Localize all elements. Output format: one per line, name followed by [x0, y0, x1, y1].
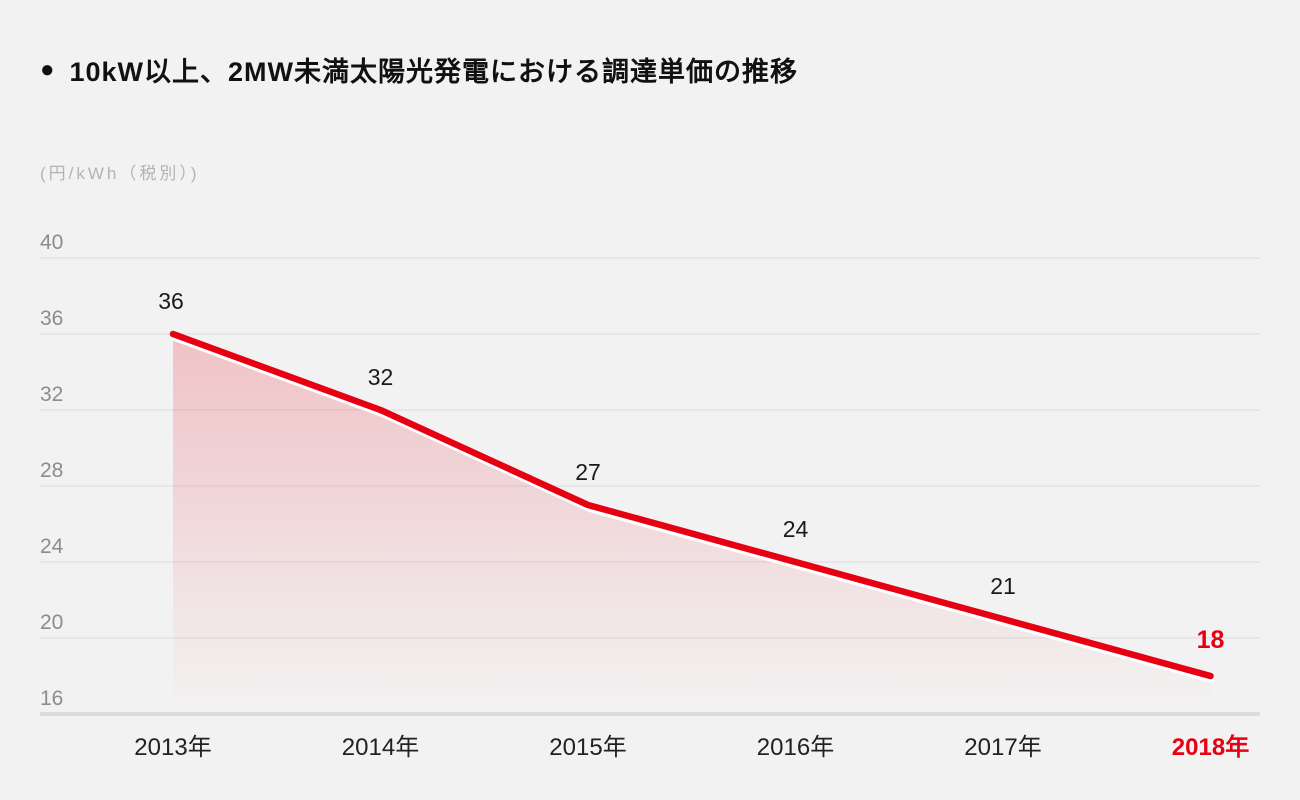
y-axis-tick-label: 36 [40, 307, 64, 330]
y-axis-tick-label: 28 [40, 459, 64, 482]
x-axis-tick-label: 2013年 [134, 734, 212, 761]
bullet-icon: ● [40, 55, 56, 83]
data-point-label: 36 [158, 288, 184, 314]
y-axis-tick-label: 20 [40, 611, 64, 634]
series-line-underlay [172, 336, 1215, 683]
data-point-label: 32 [367, 364, 394, 390]
y-axis-tick-label: 32 [40, 383, 64, 406]
data-point-label: 27 [575, 459, 601, 485]
series-area-fill [173, 334, 1211, 714]
y-axis-tick-label: 24 [40, 535, 64, 558]
x-axis-tick-label: 2015年 [549, 734, 627, 761]
x-axis-tick-label: 2018年 [1171, 734, 1250, 761]
data-point-label: 21 [990, 573, 1016, 599]
chart-title: ● 10kW以上、2MW未満太陽光発電における調達単価の推移 [40, 50, 798, 89]
x-axis-tick-label: 2014年 [341, 734, 420, 761]
y-axis-tick-label: 16 [40, 687, 64, 710]
y-axis-unit-label: (円/kWh（税別）) [40, 164, 200, 183]
data-point-label: 18 [1196, 626, 1225, 654]
chart-title-text: 10kW以上、2MW未満太陽光発電における調達単価の推移 [69, 57, 799, 87]
series-line [169, 330, 1214, 680]
y-axis-tick-label: 40 [40, 231, 64, 254]
x-axis-tick-label: 2016年 [756, 734, 835, 761]
x-axis-tick-label: 2017年 [964, 734, 1042, 761]
data-point-label: 24 [782, 516, 809, 542]
